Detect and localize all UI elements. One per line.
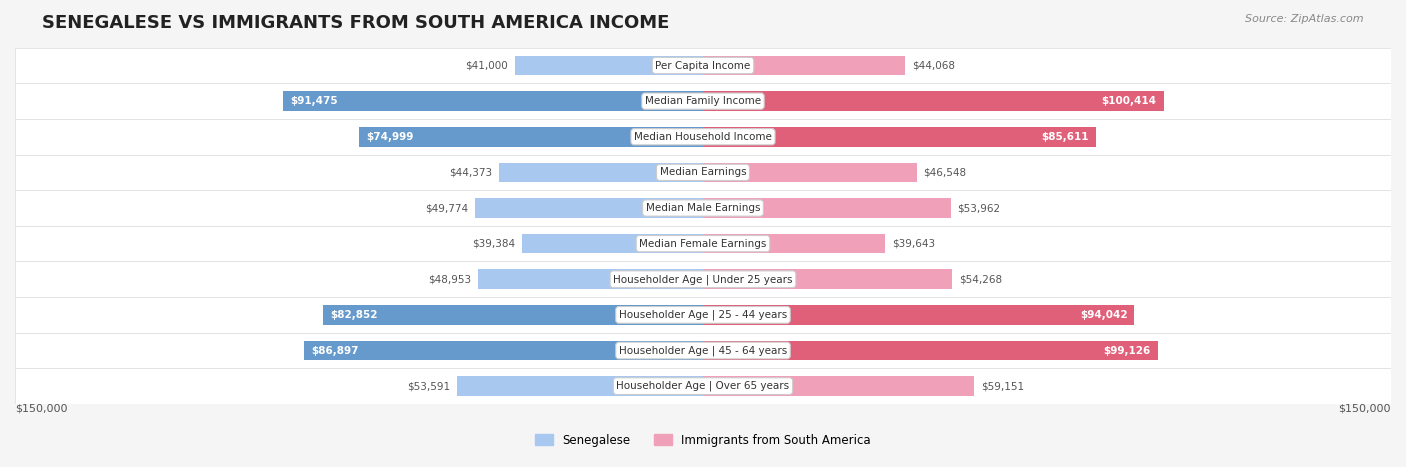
Legend: Senegalese, Immigrants from South America: Senegalese, Immigrants from South Americ… (530, 429, 876, 452)
Bar (15, 333, 1391, 368)
Bar (703, 269, 952, 289)
Bar (15, 368, 1391, 404)
Bar (15, 83, 1391, 119)
Text: $46,548: $46,548 (924, 167, 966, 177)
Bar (515, 56, 703, 75)
Text: $100,414: $100,414 (1102, 96, 1157, 106)
Text: $53,962: $53,962 (957, 203, 1001, 213)
Bar (703, 56, 905, 75)
Text: Median Female Earnings: Median Female Earnings (640, 239, 766, 248)
Text: Householder Age | 25 - 44 years: Householder Age | 25 - 44 years (619, 310, 787, 320)
Text: Median Male Earnings: Median Male Earnings (645, 203, 761, 213)
Text: Householder Age | 45 - 64 years: Householder Age | 45 - 64 years (619, 345, 787, 356)
Bar (703, 305, 1135, 325)
Text: Per Capita Income: Per Capita Income (655, 61, 751, 71)
Text: $82,852: $82,852 (330, 310, 377, 320)
Text: Median Household Income: Median Household Income (634, 132, 772, 142)
Bar (323, 305, 703, 325)
Text: $44,068: $44,068 (912, 61, 955, 71)
Text: $150,000: $150,000 (15, 404, 67, 414)
Bar (703, 198, 950, 218)
Bar (15, 262, 1391, 297)
Bar (15, 155, 1391, 190)
Bar (305, 341, 703, 361)
Text: $59,151: $59,151 (981, 381, 1025, 391)
Bar (703, 127, 1095, 147)
Text: $48,953: $48,953 (429, 274, 471, 284)
Bar (475, 198, 703, 218)
Text: $44,373: $44,373 (450, 167, 492, 177)
Text: $85,611: $85,611 (1042, 132, 1088, 142)
Text: $74,999: $74,999 (366, 132, 413, 142)
Bar (359, 127, 703, 147)
Text: $150,000: $150,000 (1339, 404, 1391, 414)
Text: SENEGALESE VS IMMIGRANTS FROM SOUTH AMERICA INCOME: SENEGALESE VS IMMIGRANTS FROM SOUTH AMER… (42, 14, 669, 32)
Text: $99,126: $99,126 (1104, 346, 1150, 355)
Bar (478, 269, 703, 289)
Bar (15, 226, 1391, 262)
Bar (15, 119, 1391, 155)
Text: Median Earnings: Median Earnings (659, 167, 747, 177)
Bar (523, 234, 703, 254)
Text: $86,897: $86,897 (311, 346, 359, 355)
Text: $39,384: $39,384 (472, 239, 516, 248)
Bar (499, 163, 703, 182)
Text: Householder Age | Over 65 years: Householder Age | Over 65 years (616, 381, 790, 391)
Text: $49,774: $49,774 (425, 203, 468, 213)
Text: $53,591: $53,591 (408, 381, 450, 391)
Bar (703, 341, 1157, 361)
Text: $54,268: $54,268 (959, 274, 1002, 284)
Text: $94,042: $94,042 (1080, 310, 1128, 320)
Bar (703, 376, 974, 396)
Bar (457, 376, 703, 396)
Bar (15, 48, 1391, 83)
Bar (15, 297, 1391, 333)
Text: $39,643: $39,643 (891, 239, 935, 248)
Bar (703, 234, 884, 254)
Text: Householder Age | Under 25 years: Householder Age | Under 25 years (613, 274, 793, 284)
Text: $41,000: $41,000 (465, 61, 508, 71)
Bar (15, 190, 1391, 226)
Text: Median Family Income: Median Family Income (645, 96, 761, 106)
Bar (703, 92, 1164, 111)
Bar (284, 92, 703, 111)
Text: $91,475: $91,475 (290, 96, 337, 106)
Text: Source: ZipAtlas.com: Source: ZipAtlas.com (1246, 14, 1364, 24)
Bar (703, 163, 917, 182)
